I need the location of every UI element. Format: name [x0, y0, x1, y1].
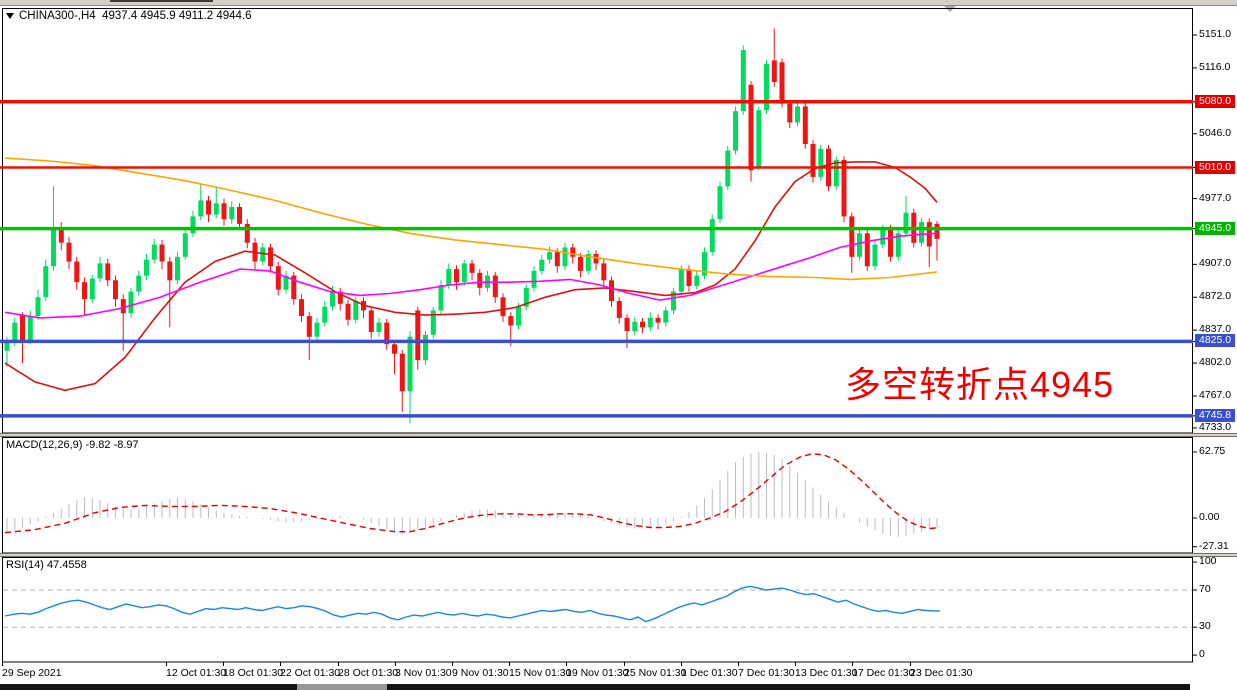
axis-label: 4837.0 [1199, 323, 1232, 336]
date-label: 29 Sep 2021 [2, 667, 62, 679]
axis-label: 70 [1199, 583, 1211, 595]
axis-label: 5046.0 [1199, 126, 1232, 139]
date-label: 28 Oct 01:30 [338, 667, 399, 679]
price-badge: 5010.0 [1195, 160, 1236, 174]
axis-label: 4767.0 [1199, 388, 1232, 401]
macd-histogram [6, 452, 938, 537]
date-label: 3 Nov 01:30 [395, 667, 452, 679]
price-badge: 4945.0 [1195, 221, 1236, 235]
scrollbar-thumb[interactable] [297, 684, 387, 690]
ohlc-values: 4937.4 4945.9 4911.2 4944.6 [102, 10, 252, 22]
date-label: 1 Dec 01:30 [681, 667, 738, 679]
axis-label: 4977.0 [1199, 191, 1232, 204]
macd-signal-line [4, 453, 941, 534]
date-label: 7 Dec 01:30 [738, 667, 795, 679]
macd-pane-frame [2, 437, 1193, 554]
axis-label: 100 [1199, 555, 1217, 568]
pane-separator-2[interactable] [0, 553, 1237, 557]
axis-label: 62.75 [1199, 444, 1226, 457]
axis-label: 4907.0 [1199, 257, 1232, 270]
axis-label: 4733.0 [1199, 420, 1232, 433]
date-label: 12 Oct 01:30 [166, 667, 227, 679]
date-label: 22 Oct 01:30 [280, 667, 341, 679]
date-label: 23 Dec 01:30 [910, 667, 973, 679]
symbol-period-label: CHINA300-,H4 [19, 10, 96, 22]
date-label: 9 Nov 01:30 [452, 667, 509, 679]
pane-separator-1[interactable] [0, 433, 1237, 437]
axis-label: 5151.0 [1199, 28, 1232, 40]
ma-red [4, 161, 938, 392]
top-splitter-dark-segment [110, 0, 213, 2]
rsi-level-lines [3, 589, 1192, 628]
price-badge: 5080.0 [1195, 94, 1236, 108]
axis-label: 0 [1199, 648, 1205, 661]
axis-label: 4802.0 [1199, 356, 1232, 369]
horizontal-lines[interactable] [0, 99, 1193, 418]
axis-label: 5116.0 [1199, 60, 1231, 73]
chart-title: CHINA300-,H4 4937.4 4945.9 4911.2 4944.6 [6, 10, 252, 22]
rsi-indicator-label: RSI(14) 47.4558 [6, 559, 87, 571]
rsi-line [4, 585, 940, 623]
axis-ticks [2, 34, 1197, 666]
price-badge: 4825.0 [1195, 334, 1236, 348]
date-label: 18 Oct 01:30 [223, 667, 284, 679]
top-splitter-bar [0, 0, 1237, 6]
axis-label: 4872.0 [1199, 290, 1232, 303]
date-label: 19 Nov 01:30 [566, 667, 629, 679]
symbol-dropdown-icon[interactable] [6, 13, 14, 19]
horizontal-scrollbar[interactable] [0, 684, 1190, 690]
date-label: 15 Nov 01:30 [509, 667, 572, 679]
ma-orange [4, 157, 938, 281]
date-label: 25 Nov 01:30 [624, 667, 687, 679]
date-label: 13 Dec 01:30 [795, 667, 858, 679]
rsi-pane-frame [2, 557, 1193, 663]
annotation-text: 多空转折点4945 [845, 364, 1115, 405]
candles-series [4, 28, 940, 424]
axis-label: -27.31 [1199, 539, 1229, 552]
axis-label: 0.00 [1199, 511, 1220, 523]
ma-magenta [4, 232, 938, 319]
macd-indicator-label: MACD(12,26,9) -9.82 -8.97 [6, 439, 139, 451]
axis-label: 30 [1199, 620, 1211, 633]
price-badge: 4745.8 [1195, 408, 1236, 422]
date-label: 17 Dec 01:30 [852, 667, 915, 679]
